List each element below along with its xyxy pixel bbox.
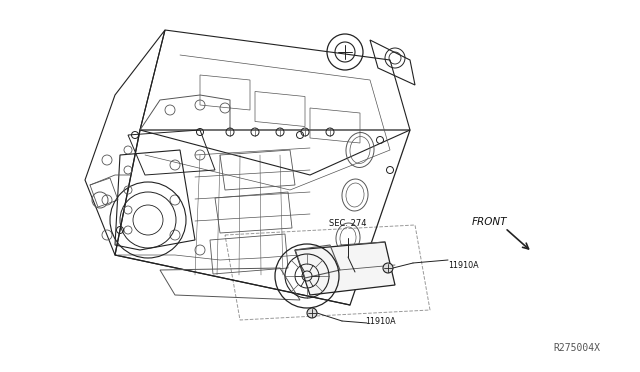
Text: FRONT: FRONT — [472, 217, 508, 227]
Text: 11910A: 11910A — [365, 317, 396, 327]
Text: 11910A: 11910A — [448, 260, 479, 269]
Text: SEC. 274: SEC. 274 — [329, 219, 367, 228]
Circle shape — [383, 263, 393, 273]
Polygon shape — [295, 242, 395, 295]
Circle shape — [307, 308, 317, 318]
Text: R275004X: R275004X — [553, 343, 600, 353]
